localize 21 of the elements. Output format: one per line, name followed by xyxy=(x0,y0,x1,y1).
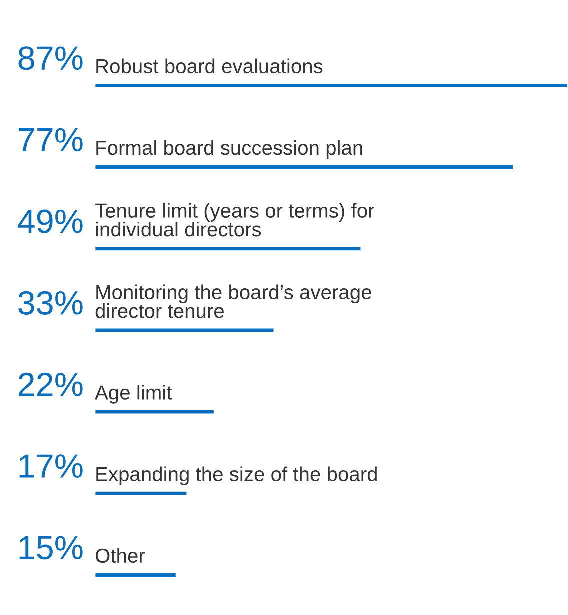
y-tick-label: Age limit xyxy=(95,385,172,404)
y-tick-label: Tenure limit (years or terms) for individual directors xyxy=(95,203,374,237)
bar xyxy=(95,164,514,170)
y-tick-label: Robust board evaluations xyxy=(96,58,323,74)
data-label: 77% xyxy=(18,128,83,152)
y-tick-label: Monitoring the board’s average director tenure xyxy=(96,284,372,318)
y-tick-label: Other xyxy=(96,548,146,564)
bar xyxy=(95,572,178,578)
bar xyxy=(95,490,188,497)
data-label: 49% xyxy=(18,210,83,234)
bar xyxy=(95,82,568,89)
bar xyxy=(95,408,216,416)
y-tick-label: Formal board succession plan xyxy=(96,140,362,160)
y-tick-label: Expanding the size of the board xyxy=(96,466,377,486)
data-label: 33% xyxy=(18,291,83,315)
bar xyxy=(95,246,362,252)
data-label: 15% xyxy=(20,536,83,560)
data-label: 22% xyxy=(18,372,83,396)
data-label: 17% xyxy=(20,454,83,478)
bar xyxy=(95,327,276,334)
data-label: 87% xyxy=(18,46,83,70)
